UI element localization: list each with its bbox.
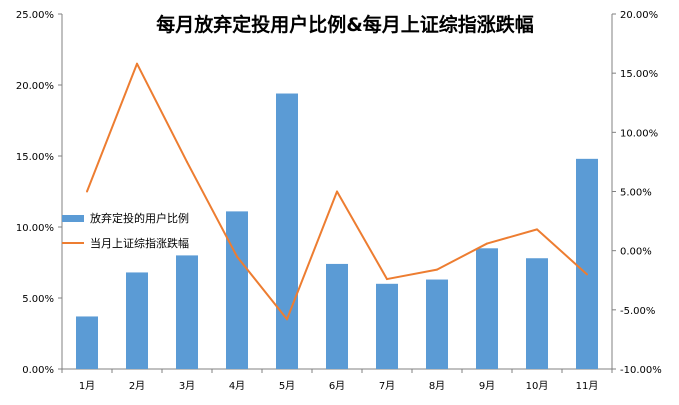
right-tick-label: 5.00% <box>620 188 652 199</box>
bar <box>476 248 498 369</box>
right-tick-label: -10.00% <box>620 365 662 376</box>
x-tick-label: 11月 <box>576 380 599 392</box>
bar <box>326 263 348 369</box>
right-tick-label: 20.00% <box>620 10 658 21</box>
bar <box>176 255 198 369</box>
line-point <box>236 255 238 258</box>
line-series <box>86 62 588 321</box>
left-tick-label: 25.00% <box>16 10 54 21</box>
right-axis: -10.00% -5.00% 0.00% 5.00% 10.00% 15.00% 20.00… <box>611 10 662 376</box>
bar <box>276 93 298 370</box>
bar <box>426 279 448 369</box>
bar <box>126 272 148 369</box>
bar <box>576 158 598 369</box>
line-point <box>586 273 588 276</box>
x-tick-label: 2月 <box>129 380 145 392</box>
legend-label-bar: 放弃定投的用户比例 <box>90 211 189 225</box>
left-tick-label: 5.00% <box>22 294 54 305</box>
line-point <box>136 62 138 65</box>
legend-label-line: 当月上证综指涨跌幅 <box>90 236 189 250</box>
x-tick-label: 8月 <box>429 380 445 392</box>
line-point <box>436 268 438 271</box>
right-tick-label: -5.00% <box>620 306 655 317</box>
line-point <box>386 278 388 281</box>
right-tick-label: 0.00% <box>620 247 652 258</box>
line-point <box>186 160 188 163</box>
bar <box>226 211 248 369</box>
legend: 放弃定投的用户比例 当月上证综指涨跌幅 <box>62 211 189 250</box>
left-tick-label: 0.00% <box>22 365 54 376</box>
line-point <box>86 190 88 193</box>
x-tick-label: 9月 <box>479 380 495 392</box>
bar <box>526 258 548 369</box>
left-tick-label: 20.00% <box>16 81 54 92</box>
bar <box>76 316 98 369</box>
line-point <box>486 242 488 245</box>
x-tick-label: 10月 <box>526 380 549 392</box>
x-tick-label: 3月 <box>179 380 195 392</box>
right-tick-label: 15.00% <box>620 69 658 80</box>
legend-swatch-bar <box>62 215 84 222</box>
bar <box>376 283 398 369</box>
left-axis: 0.00% 5.00% 10.00% 15.00% 20.00% 25.00% <box>16 10 63 376</box>
left-tick-label: 10.00% <box>16 223 54 234</box>
line-point <box>536 228 538 231</box>
x-tick-label: 1月 <box>79 380 95 392</box>
x-tick-label: 4月 <box>229 380 245 392</box>
line-point <box>336 190 338 193</box>
chart-title: 每月放弃定投用户比例&每月上证综指涨跌幅 <box>156 13 534 36</box>
right-tick-label: 10.00% <box>620 128 658 139</box>
bar-series <box>76 93 598 370</box>
x-tick-label: 5月 <box>279 380 295 392</box>
x-tick-label: 7月 <box>379 380 395 392</box>
x-axis: 1月 2月 3月 4月 5月 6月 7月 8月 9月 10月 11月 <box>61 368 613 392</box>
line-point <box>286 318 288 321</box>
x-tick-label: 6月 <box>329 380 345 392</box>
left-tick-label: 15.00% <box>16 152 54 163</box>
